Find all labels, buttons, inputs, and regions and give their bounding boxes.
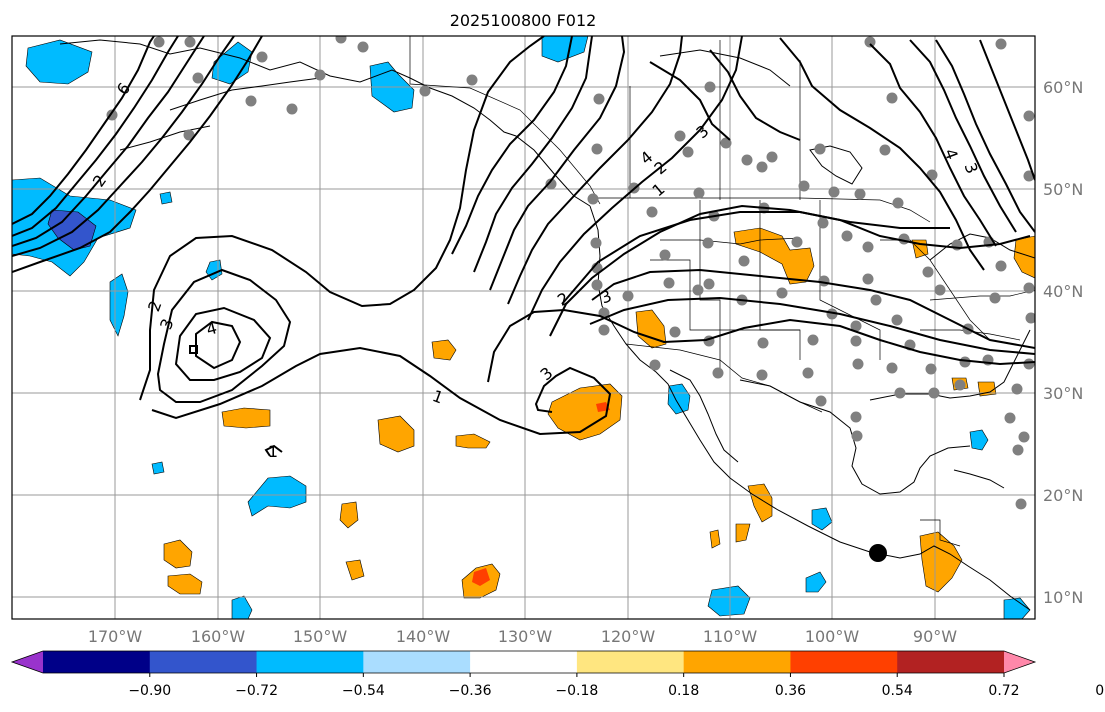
- lat-label: 60°N: [1043, 78, 1083, 97]
- contour-lines: [12, 36, 1035, 457]
- lat-label: 20°N: [1043, 486, 1083, 505]
- lon-label: 120°W: [601, 627, 656, 646]
- strong-positive-patches: [472, 402, 610, 586]
- colorbar: −0.90 −0.72 −0.54 −0.36 −0.18 0.18 0.36 0.54 0.7…: [10, 650, 1105, 699]
- colorbar-tick-label: −0.54: [342, 683, 385, 699]
- colorbar-segment: [43, 651, 151, 673]
- colorbar-extend-high: [1004, 651, 1035, 673]
- colorbar-segment: [790, 651, 898, 673]
- colorbar-segment: [576, 651, 685, 673]
- colorbar-segment: [683, 651, 791, 673]
- colorbar-segment: [363, 651, 471, 673]
- colorbar-tick-label: −0.72: [235, 683, 278, 699]
- colorbar-segment: [256, 651, 364, 673]
- lat-label: 40°N: [1043, 282, 1083, 301]
- lon-label: 140°W: [396, 627, 451, 646]
- contour-label: 1: [268, 442, 278, 461]
- colorbar-segment: [897, 651, 1005, 673]
- lat-label: 50°N: [1043, 180, 1083, 199]
- lat-label: 30°N: [1043, 384, 1083, 403]
- gridlines: [12, 36, 1035, 619]
- map-title: 2025100800 F012: [450, 11, 597, 30]
- longitude-labels: 170°W 160°W 150°W 140°W 130°W 120°W 110°…: [88, 627, 957, 646]
- colorbar-tick-label: 0.18: [668, 683, 699, 699]
- lon-label: 130°W: [498, 627, 553, 646]
- positive-anomaly-patches: [163, 227, 1035, 599]
- large-black-dot-marker: [869, 544, 887, 562]
- colorbar-segment: [470, 651, 578, 673]
- lon-label: 150°W: [293, 627, 348, 646]
- colorbar-tick-label: 0.90: [1095, 683, 1105, 699]
- lon-label: 160°W: [191, 627, 246, 646]
- map-frame: [11, 35, 1036, 620]
- lat-label: 10°N: [1043, 588, 1083, 607]
- colorbar-tick-label: −0.36: [449, 683, 492, 699]
- colorbar-tick-label: −0.90: [128, 683, 171, 699]
- colorbar-tick-label: 0.36: [775, 683, 806, 699]
- colorbar-tick-label: 0.72: [988, 683, 1019, 699]
- colorbar-extend-low: [12, 651, 43, 673]
- lon-label: 90°W: [913, 627, 957, 646]
- colorbar-tick-label: −0.18: [555, 683, 598, 699]
- colorbar-segment: [149, 651, 258, 673]
- latitude-labels: 60°N 50°N 40°N 30°N 20°N 10°N: [1043, 78, 1083, 607]
- colorbar-tick-label: 0.54: [882, 683, 913, 699]
- lon-label: 100°W: [805, 627, 860, 646]
- contour-label: 4: [204, 318, 219, 339]
- lon-label: 110°W: [703, 627, 758, 646]
- map-area: 1 2 3 4 6 2 3 1 2 3 1 4 3 2 3 4: [12, 36, 1035, 619]
- lon-label: 170°W: [88, 627, 143, 646]
